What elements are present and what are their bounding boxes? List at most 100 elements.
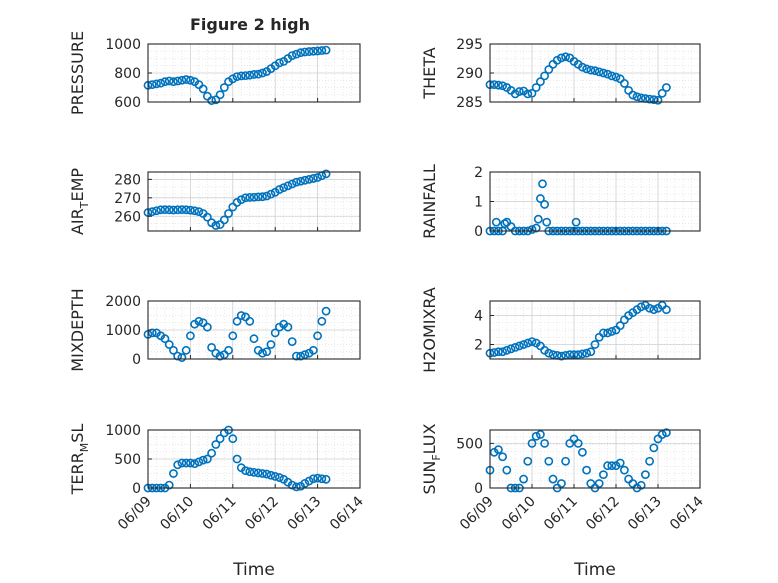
data-point (590, 340, 600, 349)
data-point (215, 351, 225, 361)
data-point (620, 79, 629, 88)
y-tick-label: 500 (456, 436, 483, 452)
data-point (571, 217, 581, 227)
data-point (194, 316, 204, 326)
data-point (185, 331, 195, 341)
data-point (156, 205, 166, 215)
data-point (308, 174, 318, 183)
data-point (198, 455, 208, 465)
data-point (177, 353, 187, 362)
x-tick-label: 06/11 (200, 494, 240, 534)
y-axis-label: TERRMSL (68, 424, 91, 496)
data-point (544, 65, 554, 74)
data-point (523, 89, 533, 99)
data-point (173, 76, 183, 86)
data-point (620, 465, 629, 475)
data-point (236, 311, 246, 320)
data-point (615, 321, 625, 331)
data-point (321, 306, 331, 316)
data-point (181, 75, 191, 84)
data-point (603, 461, 612, 471)
data-point (202, 322, 212, 332)
data-point (228, 434, 238, 444)
y-tick-label: 0 (132, 481, 141, 497)
data-point (262, 191, 272, 201)
x-tick-label: 06/09 (457, 494, 497, 534)
y-axis-label: RAINFALL (420, 164, 439, 239)
data-point (177, 458, 187, 468)
data-point (506, 344, 516, 354)
data-point (536, 77, 545, 87)
data-point (527, 337, 537, 346)
data-point (657, 430, 667, 439)
data-point (510, 342, 520, 352)
data-point (185, 75, 195, 85)
data-point (304, 47, 314, 56)
data-point (147, 207, 157, 217)
data-point (181, 345, 191, 355)
data-point (300, 175, 310, 185)
subplot-4: 0 1 2 RAINFALL (420, 164, 701, 240)
data-point (279, 183, 289, 193)
data-point (493, 80, 503, 90)
data-point (224, 209, 233, 218)
data-point (317, 316, 327, 326)
data-point (304, 476, 314, 486)
data-point (636, 302, 646, 312)
data-point (313, 173, 322, 182)
data-point (493, 445, 503, 455)
data-point (582, 348, 591, 358)
data-point (211, 221, 221, 230)
data-point (173, 351, 183, 361)
data-point (283, 322, 293, 332)
data-point (607, 71, 617, 81)
subplot-7: 0 500 1000 06/09 06/10 06/11 06/12 06/13 06/14 TE… (68, 423, 367, 580)
y-tick-label: 280 (114, 172, 141, 188)
y-tick-label: 270 (114, 191, 141, 207)
data-point (527, 438, 537, 448)
data-point (207, 342, 216, 352)
data-point (258, 68, 267, 78)
data-point (266, 340, 276, 349)
data-point (308, 345, 318, 355)
data-point (219, 215, 229, 225)
data-point (152, 206, 161, 216)
subplot-5: 0 1000 2000 MIXDEPTH (68, 288, 361, 372)
data-point (582, 465, 591, 475)
data-point (275, 473, 284, 482)
data-point (542, 217, 552, 227)
y-tick-label: 1 (474, 195, 483, 211)
y-tick-label: 1000 (105, 37, 141, 53)
data-point (540, 71, 549, 81)
data-point (523, 338, 533, 348)
data-point (533, 214, 543, 224)
data-point (224, 345, 233, 355)
data-point (502, 465, 512, 475)
data-point (207, 448, 216, 458)
data-point (538, 179, 547, 189)
data-point (241, 193, 250, 203)
data-point (590, 66, 600, 76)
data-point (557, 53, 566, 63)
data-point (308, 474, 318, 484)
data-point (296, 48, 306, 58)
data-point (190, 206, 200, 216)
data-point (249, 467, 259, 477)
data-point (181, 458, 191, 468)
data-point (245, 467, 255, 477)
data-point (321, 45, 331, 55)
data-point (586, 347, 596, 357)
data-point (641, 470, 650, 480)
data-point (573, 438, 583, 448)
data-point (147, 80, 157, 89)
x-axis-label: Time (573, 560, 616, 580)
data-point (236, 71, 246, 81)
x-tick-label: 06/11 (541, 494, 581, 534)
data-point (548, 350, 558, 360)
data-point (275, 185, 284, 194)
data-point (270, 328, 280, 338)
data-point (211, 95, 221, 105)
y-tick-label: 500 (114, 452, 141, 468)
y-axis-label: SUNFLUX (420, 423, 443, 494)
